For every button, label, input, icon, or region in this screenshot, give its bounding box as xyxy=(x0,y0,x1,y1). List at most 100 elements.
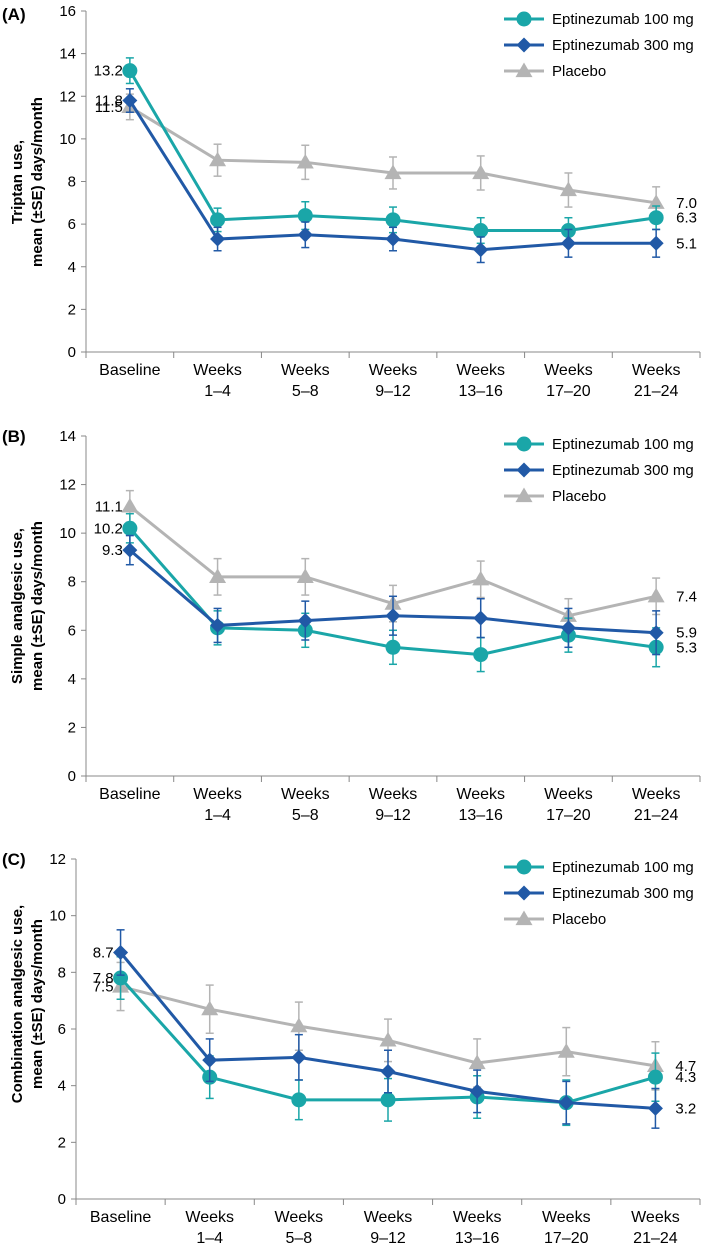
panel-b-x-tick-label: 5–8 xyxy=(292,807,319,824)
panel-b-ylabel-line2: mean (±SE) days/month xyxy=(29,521,46,691)
panel-c-legend-label: Placebo xyxy=(552,911,606,928)
panel-c-series-ept100-point xyxy=(113,970,129,986)
panel-b-series-ept300-point xyxy=(297,613,313,629)
panel-c-legend-swatch-marker xyxy=(515,910,533,926)
panel-a-ylabel-line2: mean (±SE) days/month xyxy=(29,97,46,267)
panel-a-plot: 0 2 4 6 8 10 12 14 16 Baseline Weeks 1–4 Weeks 5–8 Wee… xyxy=(59,3,701,400)
panel-b-series-ept100-point xyxy=(473,647,489,663)
panel-a-final-value-label: 5.1 xyxy=(676,235,697,252)
panel-b-series-ept100-point xyxy=(122,520,138,536)
panel-a-x-tick-label: Weeks xyxy=(193,362,242,379)
panel-a-x-tick-label: Baseline xyxy=(99,362,160,379)
panel-a-baseline-value-label: 11.8 xyxy=(95,93,123,110)
panel-c-series-ept300-point xyxy=(469,1083,485,1099)
panel-a-y-tick-label: 16 xyxy=(59,3,76,20)
panel-c-y-tick-label: 2 xyxy=(58,1134,66,1151)
panel-c-x-tick-label: Weeks xyxy=(364,1209,413,1226)
panel-c-ylabel-line1: Combination analgesic use, xyxy=(9,905,26,1103)
panel-a-series-ept300-point xyxy=(560,235,576,251)
panel-b-plot: 0 2 4 6 8 10 12 14 Baseline Weeks 1–4 Weeks 5–8 Weeks… xyxy=(59,428,701,824)
panel-b-series-placebo-point xyxy=(296,568,314,583)
panel-a-series-placebo-point xyxy=(296,153,314,169)
panel-a-x-tick-label: Weeks xyxy=(632,362,681,379)
panel-a-series-ept100-point xyxy=(122,63,138,79)
panel-c-series-ept300-point xyxy=(202,1052,218,1068)
panel-b-x-tick-label: 21–24 xyxy=(634,807,679,824)
panel-b-y-tick-label: 0 xyxy=(68,768,76,785)
panel-a-x-tick-label: 21–24 xyxy=(634,383,679,400)
panel-b-x-tick-label: 17–20 xyxy=(546,807,591,824)
panel-a-series-placebo-point xyxy=(384,164,402,180)
panel-a-x-tick-label: Weeks xyxy=(456,362,505,379)
panel-c-x-tick-label: 1–4 xyxy=(196,1230,223,1247)
panel-a-series-ept300-point xyxy=(648,235,664,251)
panel-a-x-tick-label: Weeks xyxy=(544,362,593,379)
panel-c-series-placebo-point xyxy=(557,1043,575,1058)
panel-b-series-ept300-point xyxy=(122,542,138,558)
panel-a-y-tick-label: 6 xyxy=(68,216,76,233)
panel-a-legend-swatch-marker xyxy=(515,62,533,78)
panel-b-legend-swatch-marker xyxy=(516,462,532,478)
panel-a-baseline-value-label: 13.2 xyxy=(94,63,123,80)
panel-a: (A) Triptan use, mean (±SE) days/month 0… xyxy=(2,3,701,400)
panel-b-final-value-label: 5.9 xyxy=(676,625,697,642)
panel-c-x-tick-label: Weeks xyxy=(275,1209,324,1226)
panel-a-series-ept100-point xyxy=(210,212,226,228)
panel-a-x-tick-label: 17–20 xyxy=(546,383,591,400)
panel-c-x-tick-label: 9–12 xyxy=(370,1230,406,1247)
panel-a-series-ept300-point xyxy=(473,242,489,258)
panel-c-legend-label: Eptinezumab 300 mg xyxy=(552,885,694,902)
panel-b-x-tick-label: Weeks xyxy=(281,786,330,803)
panel-c-series-placebo-point xyxy=(201,1000,219,1016)
panel-a-y-tick-label: 0 xyxy=(68,344,76,361)
panel-b-legend-swatch-marker xyxy=(516,436,532,452)
panel-a-final-value-label: 6.3 xyxy=(676,210,697,227)
panel-a-legend-label: Eptinezumab 300 mg xyxy=(552,37,694,54)
panel-b-x-tick-label: Weeks xyxy=(632,786,681,803)
panel-c-y-tick-label: 12 xyxy=(49,851,66,868)
panel-c-legend-swatch-marker xyxy=(516,859,532,875)
panel-c-legend-swatch-marker xyxy=(516,885,532,901)
panel-b-series-ept300-point xyxy=(473,610,489,626)
panel-b-legend-swatch-marker xyxy=(515,487,533,503)
panel-a-series-placebo-point xyxy=(472,164,490,180)
panel-a-x-tick-label: Weeks xyxy=(281,362,330,379)
panel-c-x-tick-label: Weeks xyxy=(453,1209,502,1226)
panel-a-legend-label: Placebo xyxy=(552,63,606,80)
panel-c-x-tick-label: 5–8 xyxy=(286,1230,313,1247)
panel-c-y-tick-label: 8 xyxy=(58,964,66,981)
panel-b-baseline-value-label: 9.3 xyxy=(102,542,123,559)
panel-c-series-ept100-point xyxy=(380,1092,396,1108)
panel-b-y-tick-label: 8 xyxy=(68,574,76,591)
panel-a-y-tick-label: 2 xyxy=(68,301,76,318)
panel-c-x-tick-label: 21–24 xyxy=(633,1230,678,1247)
panel-c-series-ept300-point xyxy=(113,945,129,960)
panel-b-y-tick-label: 6 xyxy=(68,622,76,639)
panel-c-final-value-label: 4.3 xyxy=(675,1069,696,1086)
panel-b-x-tick-label: Weeks xyxy=(369,786,418,803)
panel-b-x-tick-label: Baseline xyxy=(99,786,160,803)
panel-b-baseline-value-label: 10.2 xyxy=(94,520,123,537)
panel-b-y-tick-label: 2 xyxy=(68,719,76,736)
panel-c-series-placebo-point xyxy=(379,1031,397,1047)
panel-a-y-tick-label: 10 xyxy=(59,131,76,148)
panel-c-y-tick-label: 0 xyxy=(58,1191,66,1208)
panel-a-series-ept300-point xyxy=(385,231,401,247)
panel-c-baseline-value-label: 7.5 xyxy=(93,979,114,996)
panel-a-legend-label: Eptinezumab 100 mg xyxy=(552,11,694,28)
panel-c-series-placebo-point xyxy=(290,1017,308,1033)
panel-a-series-ept300-point xyxy=(297,227,313,243)
panel-a-series-ept100-point xyxy=(648,210,664,226)
panel-a-series-placebo-point xyxy=(209,151,227,167)
panel-b-legend-label: Placebo xyxy=(552,488,606,505)
panel-b: (B) Simple analgesic use, mean (±SE) day… xyxy=(2,427,701,824)
panel-c-baseline-value-label: 8.7 xyxy=(93,945,114,962)
panel-b-y-tick-label: 4 xyxy=(68,671,76,688)
panel-c-series-placebo-point xyxy=(468,1054,486,1070)
panel-a-series-ept100-point xyxy=(385,212,401,228)
panel-a-series-placebo-point xyxy=(647,194,665,209)
panel-c-baseline-value-label: 7.8 xyxy=(93,970,114,987)
panel-c-x-tick-label: 13–16 xyxy=(455,1230,500,1247)
panel-a-series-placebo-point xyxy=(559,181,577,197)
